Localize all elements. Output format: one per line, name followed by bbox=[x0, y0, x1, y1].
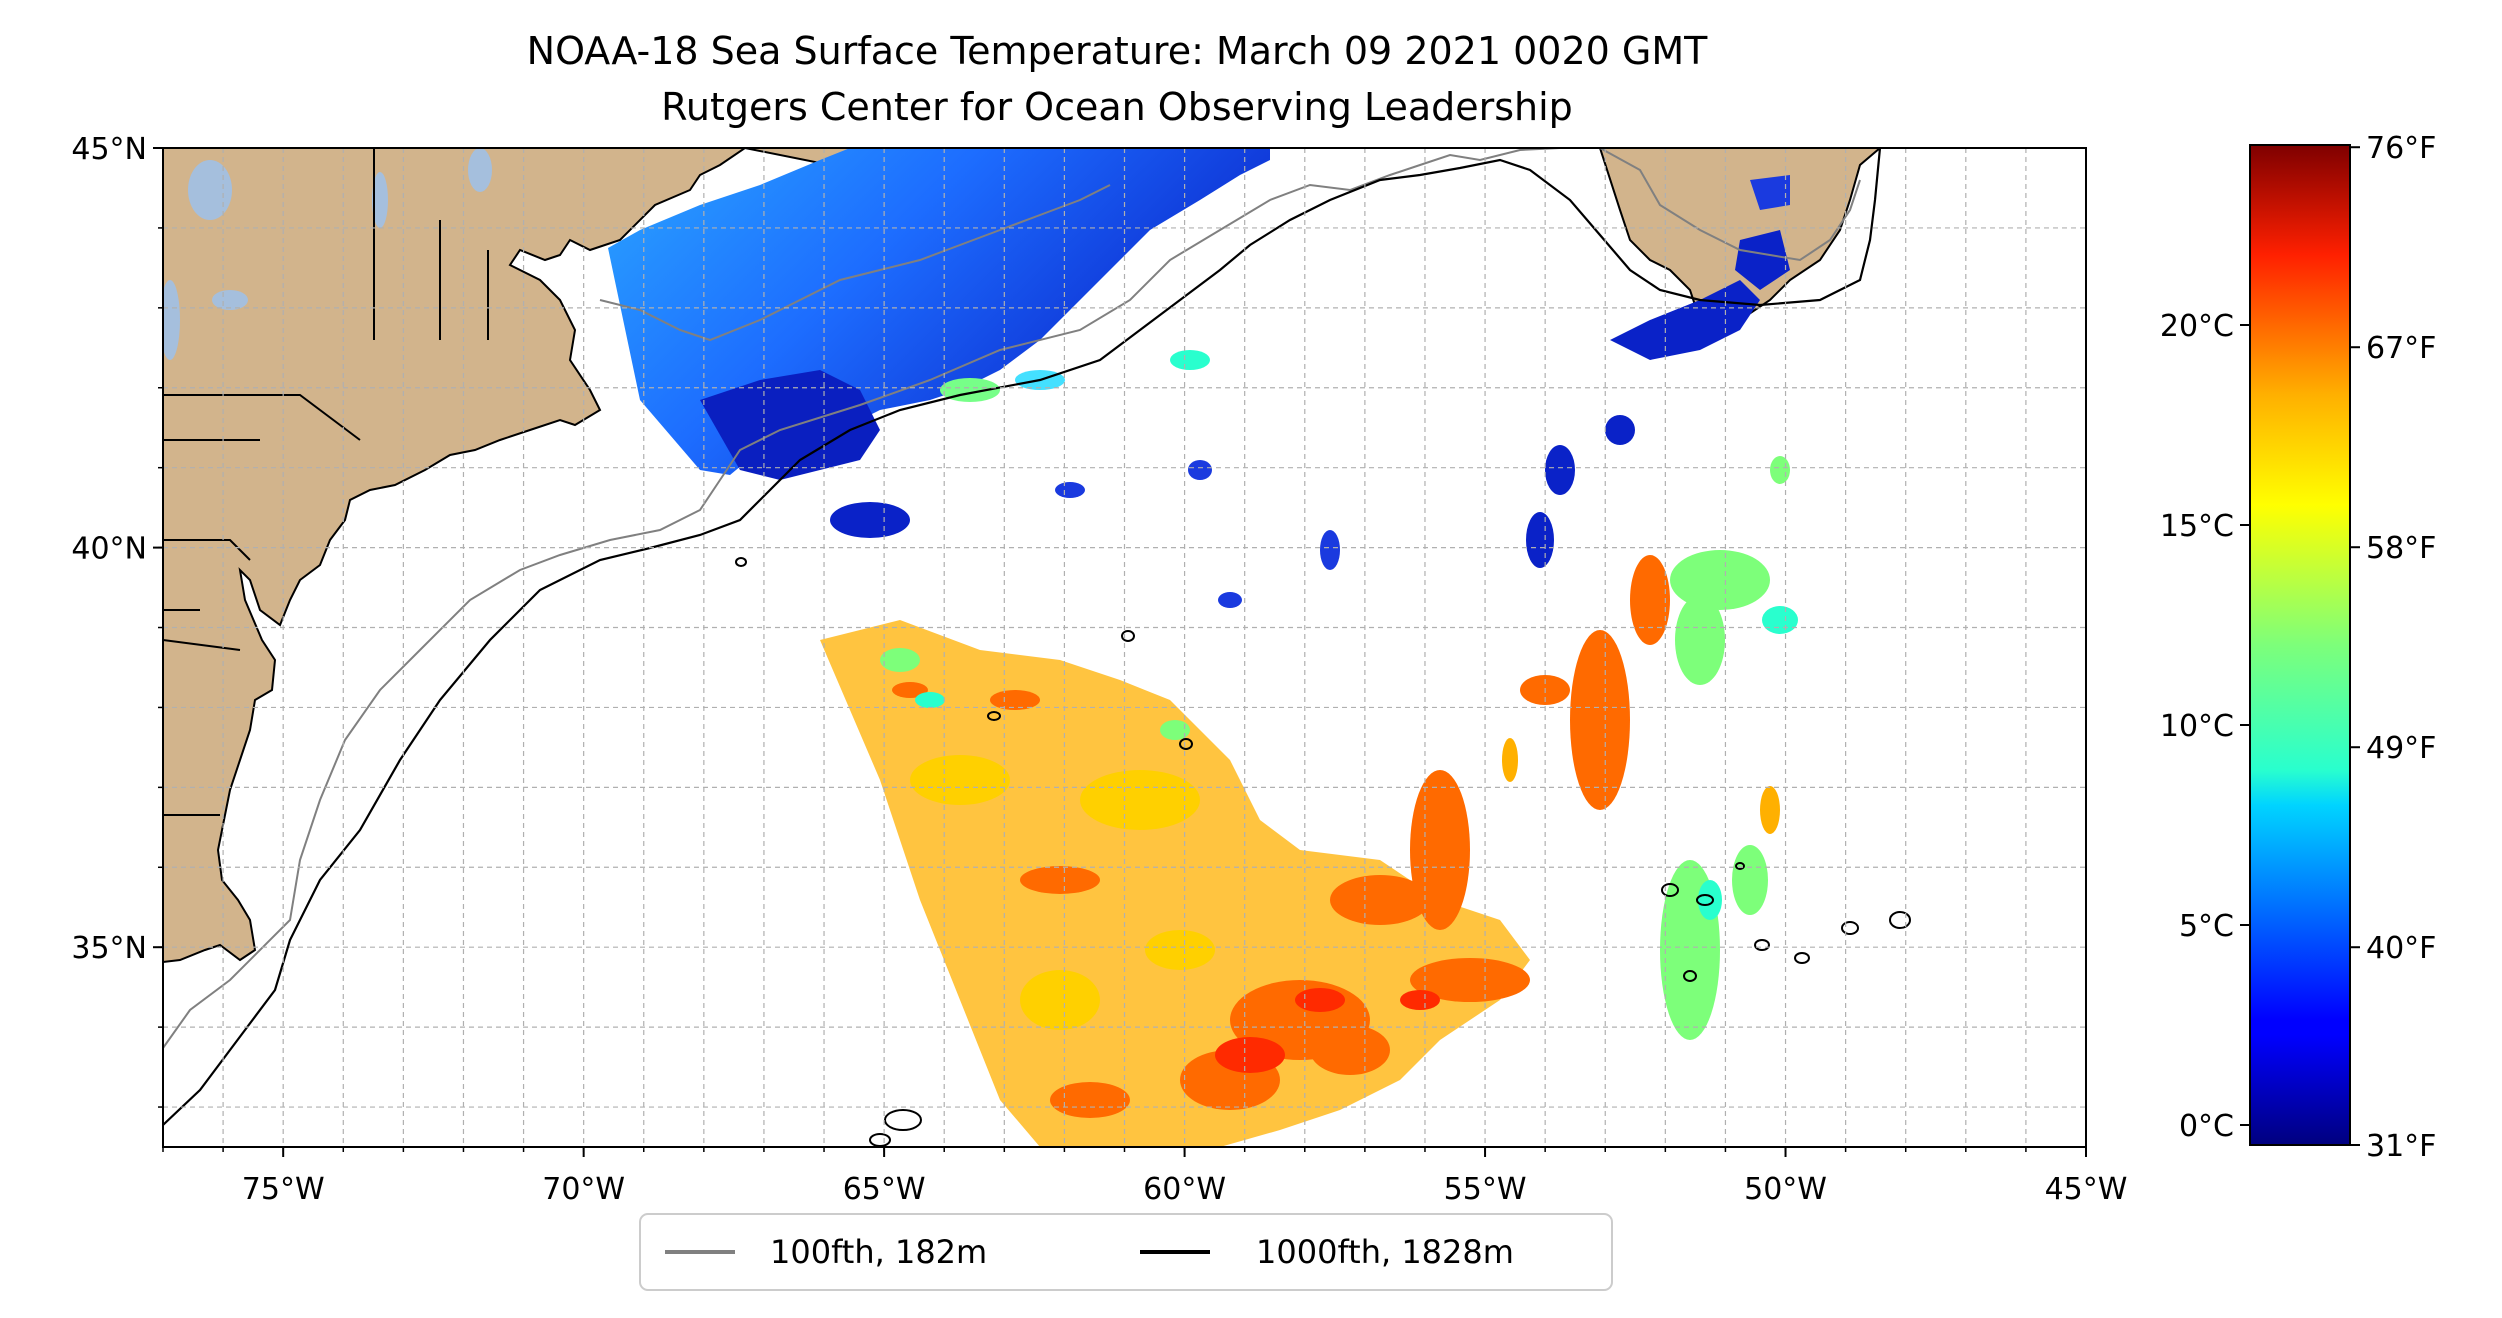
colorbar-fahrenheit-label: 49°F bbox=[2366, 731, 2436, 766]
state-borders bbox=[163, 148, 489, 816]
isobath-1000fth bbox=[163, 148, 1882, 1126]
lon-tick-label: 50°W bbox=[1744, 1172, 1827, 1207]
map-title-line2: Rutgers Center for Ocean Observing Leade… bbox=[661, 85, 1573, 129]
map-title-line1: NOAA-18 Sea Surface Temperature: March 0… bbox=[527, 29, 1708, 73]
legend-box bbox=[639, 1213, 1613, 1291]
colorbar-fahrenheit-label: 76°F bbox=[2366, 131, 2436, 166]
lat-tick-label: 35°N bbox=[71, 931, 147, 966]
lon-tick-label: 55°W bbox=[1444, 1172, 1527, 1207]
isobath-100fth-grand-banks bbox=[1599, 148, 1861, 262]
colorbar: 0°C 5°C 10°C 15°C 20°C 31°F 40°F 49°F 58°F 67°F 7… bbox=[2160, 131, 2437, 1164]
lon-tick-label: 70°W bbox=[542, 1172, 625, 1207]
colorbar-fahrenheit-axis: 31°F 40°F 49°F 58°F 67°F 76°F bbox=[2350, 131, 2436, 1164]
lon-tick-label: 75°W bbox=[242, 1172, 325, 1207]
map-panel bbox=[163, 148, 2086, 1147]
colorbar-celsius-label: 15°C bbox=[2160, 509, 2234, 544]
isobath-100fth bbox=[163, 148, 1561, 1049]
map-gridlines bbox=[162, 147, 2087, 1147]
sst-cold-band bbox=[608, 148, 1790, 608]
lakes bbox=[163, 148, 492, 360]
colorbar-celsius-label: 0°C bbox=[2179, 1109, 2234, 1144]
colorbar-gradient bbox=[2249, 144, 2351, 1146]
colorbar-celsius-label: 5°C bbox=[2179, 909, 2234, 944]
legend-label-1000fth: 1000fth, 1828m bbox=[1256, 1233, 1514, 1271]
lon-tick-label: 65°W bbox=[843, 1172, 926, 1207]
latitude-axis: 45°N 40°N 35°N bbox=[71, 132, 163, 1108]
legend: 100fth, 182m 1000fth, 1828m bbox=[639, 1213, 1613, 1291]
colorbar-celsius-axis: 0°C 5°C 10°C 15°C 20°C bbox=[2160, 309, 2250, 1144]
legend-label-100fth: 100fth, 182m bbox=[770, 1233, 987, 1271]
colorbar-celsius-label: 20°C bbox=[2160, 309, 2234, 344]
lat-tick-label: 40°N bbox=[71, 532, 147, 567]
lat-tick-label: 45°N bbox=[71, 132, 147, 167]
colorbar-fahrenheit-label: 67°F bbox=[2366, 331, 2436, 366]
lon-tick-label: 60°W bbox=[1143, 1172, 1226, 1207]
isobath-100fth-gulf-maine bbox=[599, 184, 1111, 342]
sst-warm-patches bbox=[820, 456, 1798, 1147]
lon-tick-label: 45°W bbox=[2045, 1172, 2128, 1207]
land-north-america bbox=[163, 148, 747, 964]
longitude-axis: 75°W 70°W 65°W 60°W 55°W 50°W 45°W bbox=[162, 1147, 2128, 1207]
colorbar-fahrenheit-label: 58°F bbox=[2366, 531, 2436, 566]
colorbar-celsius-label: 10°C bbox=[2160, 709, 2234, 744]
colorbar-fahrenheit-label: 31°F bbox=[2366, 1129, 2436, 1164]
colorbar-fahrenheit-label: 40°F bbox=[2366, 931, 2436, 966]
